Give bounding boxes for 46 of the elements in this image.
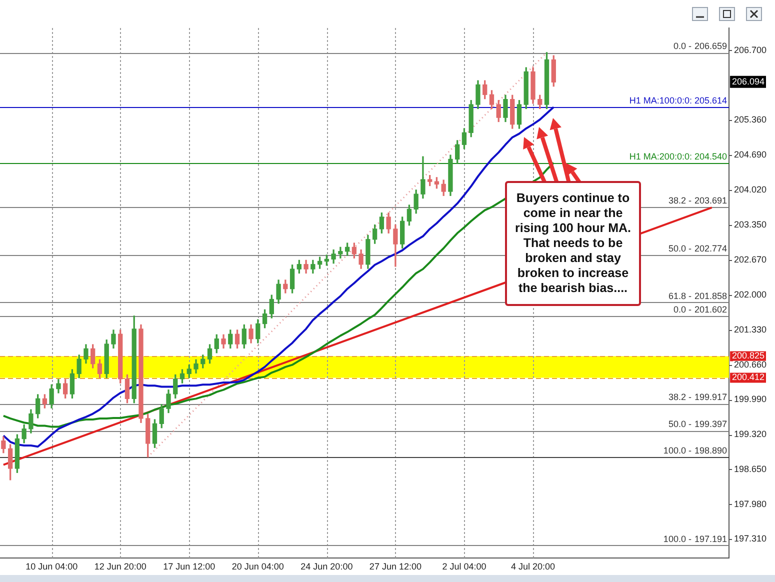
- ref-line-label: H1 MA:200:0:0: 204.540: [629, 151, 727, 162]
- y-tick-label: 203.350: [734, 219, 767, 230]
- y-tick-label: 198.650: [734, 464, 767, 474]
- ref-line-label: 199.917: [694, 392, 727, 402]
- x-tick-label: 17 Jun 12:00: [163, 561, 216, 572]
- x-tick-label: 27 Jun 12:00: [369, 561, 422, 572]
- x-tick-label: 4 Jul 20:00: [510, 561, 556, 572]
- annotation: 61.8 -: [668, 290, 692, 301]
- annotation: 0.0 -: [673, 304, 692, 314]
- y-tick-label: 205.360: [734, 114, 767, 125]
- annotation: 100.0 -: [663, 534, 692, 544]
- annotation: Buyers continue to come in near the rising 100 hour MA. That needs to be broken and stay broken to increase the bearish bias....: [505, 181, 641, 306]
- y-tick-label: 202.670: [734, 254, 767, 265]
- annotation: 50.0 -: [668, 419, 692, 430]
- ref-line-label: 200.825: [732, 350, 765, 361]
- ref-line-label: 201.858: [694, 290, 727, 301]
- y-tick-label: 199.320: [734, 429, 767, 440]
- y-tick-label: 204.020: [734, 184, 767, 194]
- x-tick-label: 20 Jun 04:00: [232, 561, 284, 572]
- annotation: 38.2 -: [668, 196, 692, 206]
- ref-line-label: 206.659: [694, 41, 727, 52]
- ref-line-label: 200.412: [732, 372, 765, 382]
- y-tick-label: 197.310: [734, 534, 767, 544]
- ref-line-label: 198.890: [694, 445, 727, 456]
- y-tick-label: 199.990: [734, 394, 767, 404]
- ref-line-label: 202.774: [694, 243, 727, 254]
- ref-line-label: 197.191: [694, 534, 727, 544]
- annotation: 100.0 -: [663, 445, 692, 456]
- ref-line-label: H1 MA:100:0:0: 205.614: [629, 95, 727, 106]
- annotation: 0.0 -: [673, 41, 692, 52]
- y-tick-label: 202.000: [734, 290, 767, 300]
- annotation: 50.0 -: [668, 243, 692, 254]
- y-tick-label: 204.690: [734, 150, 767, 160]
- ref-line-label: 201.602: [694, 304, 727, 314]
- y-tick-label: 201.330: [734, 324, 767, 334]
- x-tick-label: 24 Jun 20:00: [300, 561, 353, 572]
- y-tick-label: 206.700: [734, 44, 767, 55]
- x-tick-label: 10 Jun 04:00: [26, 561, 78, 572]
- ref-line-label: 203.691: [694, 196, 727, 206]
- y-tick-label: 197.980: [734, 498, 767, 509]
- x-tick-label: 12 Jun 20:00: [94, 561, 146, 572]
- x-tick-label: 2 Jul 04:00: [442, 561, 486, 572]
- y-tick-label: 200.660: [734, 359, 767, 370]
- annotation: 206.094: [732, 76, 765, 86]
- ref-line-label: 199.397: [694, 419, 727, 430]
- annotation: 38.2 -: [668, 392, 692, 402]
